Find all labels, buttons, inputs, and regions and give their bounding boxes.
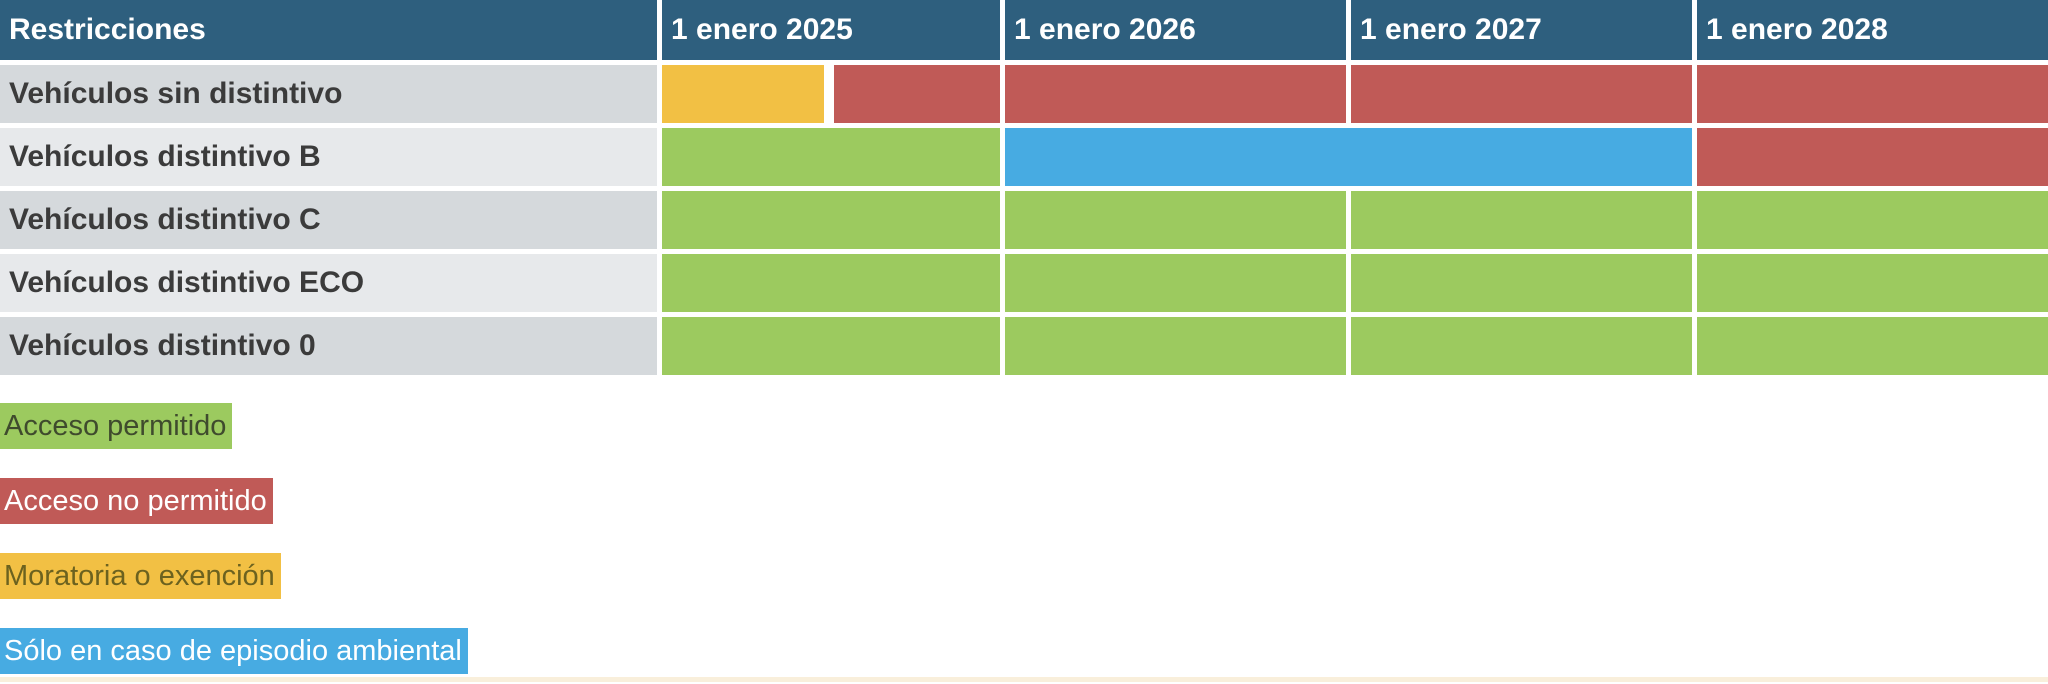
restrictions-table: Restricciones 1 enero 2025 1 enero 2026 …: [0, 0, 2048, 375]
status-cell-acceso_permitido: [1351, 254, 1692, 312]
legend: Acceso permitido Acceso no permitido Morat…: [0, 403, 2048, 674]
legend-item-acceso_permitido: Acceso permitido: [0, 403, 233, 449]
table-header-1-enero-2027: 1 enero 2027: [1351, 0, 1692, 60]
status-cell-split: [662, 65, 1000, 123]
row-label: Vehículos sin distintivo: [0, 65, 657, 123]
legend-item-moratoria_o_exencion: Moratoria o exención: [0, 553, 281, 599]
status-cell-acceso_permitido: [662, 317, 1000, 375]
row-label: Vehículos distintivo ECO: [0, 254, 657, 312]
status-cell-acceso_no_permitido: [1351, 65, 1692, 123]
status-cell-acceso_no_permitido: [1005, 65, 1346, 123]
legend-item-solo_episodio_ambiental: Sólo en caso de episodio ambiental: [0, 628, 468, 674]
status-cell-acceso_permitido: [1005, 317, 1346, 375]
status-segment-moratoria_o_exencion: [662, 65, 824, 123]
row-label: Vehículos distintivo 0: [0, 317, 657, 375]
status-cell-acceso_permitido: [662, 128, 1000, 186]
segment-gap: [824, 65, 834, 123]
legend-item-acceso_no_permitido: Acceso no permitido: [0, 478, 273, 524]
status-cell-acceso_permitido: [1005, 191, 1346, 249]
row-label: Vehículos distintivo B: [0, 128, 657, 186]
table-header-1-enero-2026: 1 enero 2026: [1005, 0, 1346, 60]
status-cell-acceso_no_permitido: [1697, 65, 2048, 123]
status-cell-acceso_permitido: [1005, 254, 1346, 312]
status-cell-acceso_permitido: [1697, 191, 2048, 249]
status-cell-acceso_permitido: [1697, 317, 2048, 375]
status-cell-acceso_no_permitido: [1697, 128, 2048, 186]
status-cell-acceso_permitido: [662, 191, 1000, 249]
table-header-1-enero-2025: 1 enero 2025: [662, 0, 1000, 60]
bottom-divider: [0, 677, 2048, 682]
table-header-restricciones: Restricciones: [0, 0, 657, 60]
status-cell-acceso_permitido: [662, 254, 1000, 312]
table-header-1-enero-2028: 1 enero 2028: [1697, 0, 2048, 60]
status-cell-acceso_permitido: [1351, 191, 1692, 249]
status-cell-acceso_permitido: [1697, 254, 2048, 312]
status-segment-acceso_no_permitido: [834, 65, 1000, 123]
row-label: Vehículos distintivo C: [0, 191, 657, 249]
status-cell-acceso_permitido: [1351, 317, 1692, 375]
status-cell-solo_episodio_ambiental: [1005, 128, 1692, 186]
